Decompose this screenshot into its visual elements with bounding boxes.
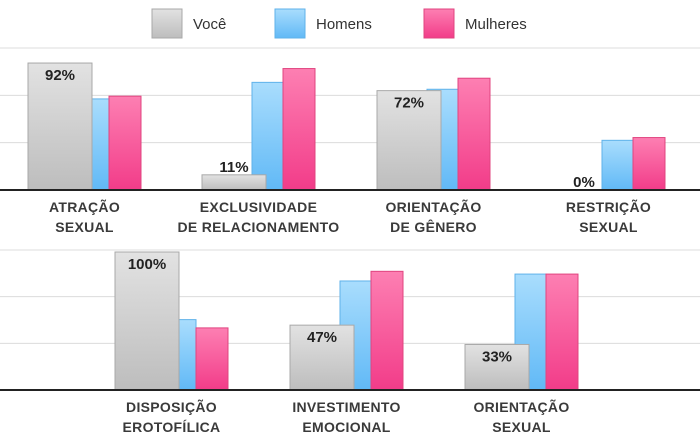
- panel-1: 92% ATRAÇÃO SEXUAL 11% EXCLUSIVIDADE DE RELAC…: [0, 47, 700, 235]
- bar-mulheres: [370, 270, 404, 391]
- category-label: EROTOFÍLICA: [123, 419, 221, 435]
- category-group: 11% EXCLUSIVIDADE DE RELACIONAMENTO: [178, 68, 340, 235]
- category-group: 0% RESTRIÇÃO SEXUAL: [566, 137, 666, 235]
- bar-homens: [251, 81, 284, 191]
- bar-homens: [601, 139, 634, 191]
- category-label: DE RELACIONAMENTO: [178, 219, 340, 235]
- category-group: 47% INVESTIMENTO EMOCIONAL: [289, 270, 404, 435]
- category-label: SEXUAL: [55, 219, 114, 235]
- panel-2: 100% DISPOSIÇÃO EROTOFÍLICA 47% INVESTIMENTO…: [0, 249, 700, 435]
- category-label: SEXUAL: [579, 219, 638, 235]
- category-label: EMOCIONAL: [302, 419, 390, 435]
- panels: 92% ATRAÇÃO SEXUAL 11% EXCLUSIVIDADE DE RELAC…: [0, 47, 700, 435]
- category-label: RESTRIÇÃO: [566, 198, 651, 215]
- bar-mulheres: [108, 95, 142, 191]
- category-label: SEXUAL: [492, 419, 551, 435]
- value-label-voce: 33%: [482, 348, 512, 365]
- bar-voce: [289, 324, 355, 391]
- bar-mulheres: [195, 327, 229, 391]
- category-label: INVESTIMENTO: [292, 399, 400, 415]
- category-group: 100% DISPOSIÇÃO EROTOFÍLICA: [114, 251, 229, 435]
- value-label-voce: 0%: [573, 174, 595, 191]
- category-group: 92% ATRAÇÃO SEXUAL: [27, 62, 142, 235]
- bar-mulheres: [632, 137, 666, 191]
- bar-mulheres: [457, 77, 491, 191]
- value-label-voce: 92%: [45, 67, 75, 84]
- category-group: 33% ORIENTAÇÃO SEXUAL: [464, 273, 579, 435]
- category-label: DISPOSIÇÃO: [126, 398, 217, 415]
- category-label: ORIENTAÇÃO: [385, 198, 481, 215]
- value-label-voce: 100%: [128, 256, 166, 273]
- value-label-voce: 11%: [219, 159, 248, 176]
- bar-mulheres: [282, 68, 316, 191]
- legend-swatch-mulheres: [423, 8, 455, 39]
- bar-voce: [114, 251, 180, 391]
- legend-swatch-homens: [274, 8, 306, 39]
- legend-label-homens: Homens: [316, 16, 372, 33]
- legend-swatch-voce: [151, 8, 183, 39]
- category-label: EXCLUSIVIDADE: [200, 199, 317, 215]
- legend: Você Homens Mulheres: [151, 8, 527, 39]
- bar-voce: [464, 343, 530, 391]
- legend-label-voce: Você: [193, 16, 226, 33]
- value-label-voce: 72%: [394, 95, 424, 112]
- bar-mulheres: [545, 273, 579, 391]
- category-label: ATRAÇÃO: [49, 198, 120, 215]
- legend-label-mulheres: Mulheres: [465, 16, 527, 33]
- category-group: 72% ORIENTAÇÃO DE GÊNERO: [376, 77, 491, 235]
- value-label-voce: 47%: [307, 329, 337, 346]
- category-label: ORIENTAÇÃO: [473, 398, 569, 415]
- bar-voce: [27, 62, 93, 191]
- category-label: DE GÊNERO: [390, 218, 477, 235]
- bar-voce: [201, 174, 267, 191]
